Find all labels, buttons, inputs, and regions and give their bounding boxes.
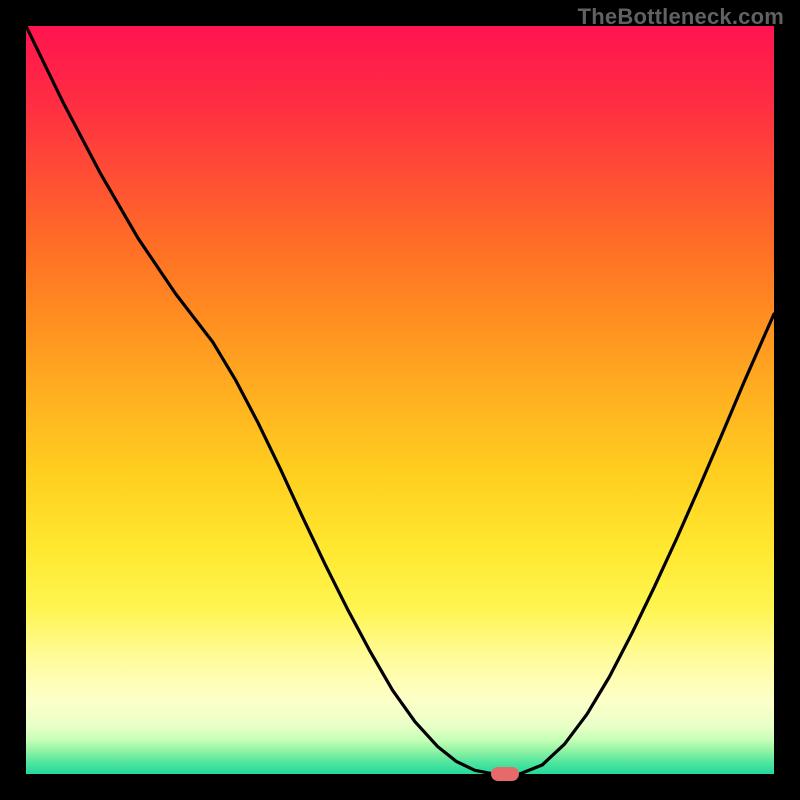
- chart-outer-frame: TheBottleneck.com: [0, 0, 800, 800]
- gradient-background: [26, 26, 774, 774]
- plot-area: [26, 26, 774, 774]
- bottleneck-marker: [491, 767, 519, 781]
- chart-svg: [26, 26, 774, 774]
